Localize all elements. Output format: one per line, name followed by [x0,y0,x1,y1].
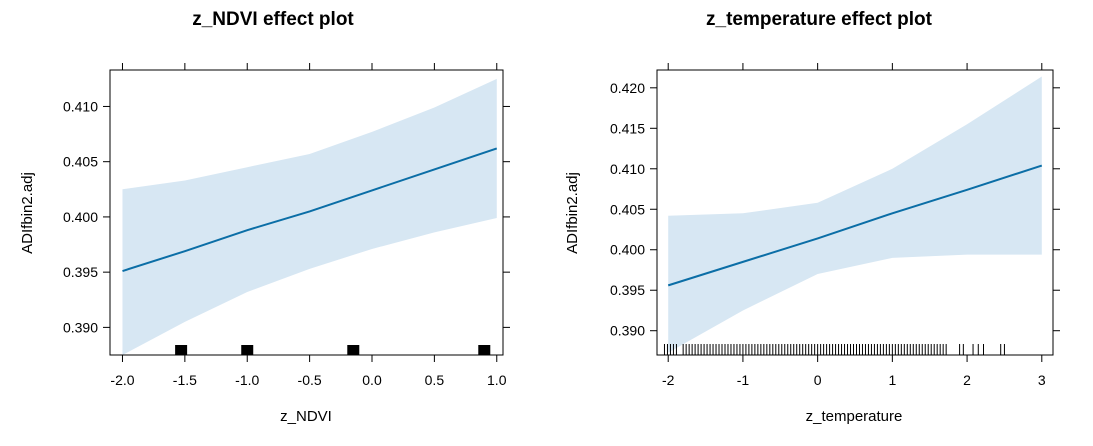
ndvi-confidence-band [122,78,497,355]
ndvi-x-tick-label: -1.0 [235,372,259,388]
ndvi-x-tick-label: 0.5 [425,372,445,388]
ndvi-y-tick-label: 0.390 [63,319,98,335]
temperature-plot-title: z_temperature effect plot [706,9,933,30]
temperature-effect-panel: z_temperature effect plot -2 -1 0 1 2 3 0.390… [564,9,1060,425]
temperature-confidence-band-layer [668,76,1042,353]
temperature-y-tick-label: 0.415 [610,120,645,136]
ndvi-y-tick-label: 0.400 [63,209,98,225]
temperature-y-tick-label: 0.390 [610,323,645,339]
temperature-y-tick-label: 0.410 [610,161,645,177]
ndvi-x-ticks: -2.0 -1.5 -1.0 -0.5 0.0 0.5 1.0 [110,63,507,388]
temperature-x-tick-label: -2 [662,372,675,388]
ndvi-y-ticks: 0.390 0.395 0.400 0.405 0.410 [63,98,510,335]
ndvi-rug-mark [241,345,254,355]
ndvi-x-tick-label: -1.5 [173,372,197,388]
ndvi-y-tick-label: 0.410 [63,98,98,114]
temperature-y-ticks: 0.390 0.395 0.400 0.405 0.410 0.415 0.420 [610,80,1060,339]
ndvi-rug-mark [347,345,360,355]
ndvi-x-tick-label: -0.5 [298,372,322,388]
temperature-y-tick-label: 0.420 [610,80,645,96]
temperature-y-axis-label: ADIfbin2.adj [564,172,581,254]
ndvi-rug-layer [175,345,491,355]
ndvi-plot-title: z_NDVI effect plot [192,9,354,30]
ndvi-confidence-band-layer [122,78,497,355]
temperature-x-tick-label: 1 [888,372,896,388]
ndvi-fit-line [122,147,498,272]
temperature-x-axis-label: z_temperature [806,408,903,425]
temperature-x-tick-label: 2 [963,372,971,388]
temperature-fit-line [667,164,1043,287]
temperature-y-tick-label: 0.405 [610,201,645,217]
temperature-fit-line-layer [667,164,1043,287]
temperature-x-tick-label: -1 [737,372,750,388]
ndvi-plot-frame [109,69,504,356]
temperature-rug-layer [663,344,1005,355]
temperature-plot-frame [656,69,1054,356]
ndvi-x-tick-label: -2.0 [110,372,134,388]
ndvi-fit-line-layer [122,147,498,272]
temperature-y-tick-label: 0.400 [610,242,645,258]
ndvi-y-tick-label: 0.405 [63,154,98,170]
ndvi-effect-panel: z_NDVI effect plot -2.0 -1.5 -1.0 -0.5 0.0 0.… [19,9,510,425]
temperature-confidence-band [668,76,1042,353]
ndvi-rug-mark [478,345,491,355]
ndvi-y-axis-label: ADIfbin2.adj [19,172,36,254]
temperature-x-ticks: -2 -1 0 1 2 3 [662,63,1046,388]
ndvi-x-tick-label: 0.0 [362,372,382,388]
ndvi-y-tick-label: 0.395 [63,264,98,280]
ndvi-rug-mark [175,345,188,355]
temperature-y-tick-label: 0.395 [610,282,645,298]
temperature-x-tick-label: 0 [814,372,822,388]
ndvi-x-axis-label: z_NDVI [280,408,332,425]
ndvi-x-tick-label: 1.0 [487,372,507,388]
temperature-x-tick-label: 3 [1038,372,1046,388]
